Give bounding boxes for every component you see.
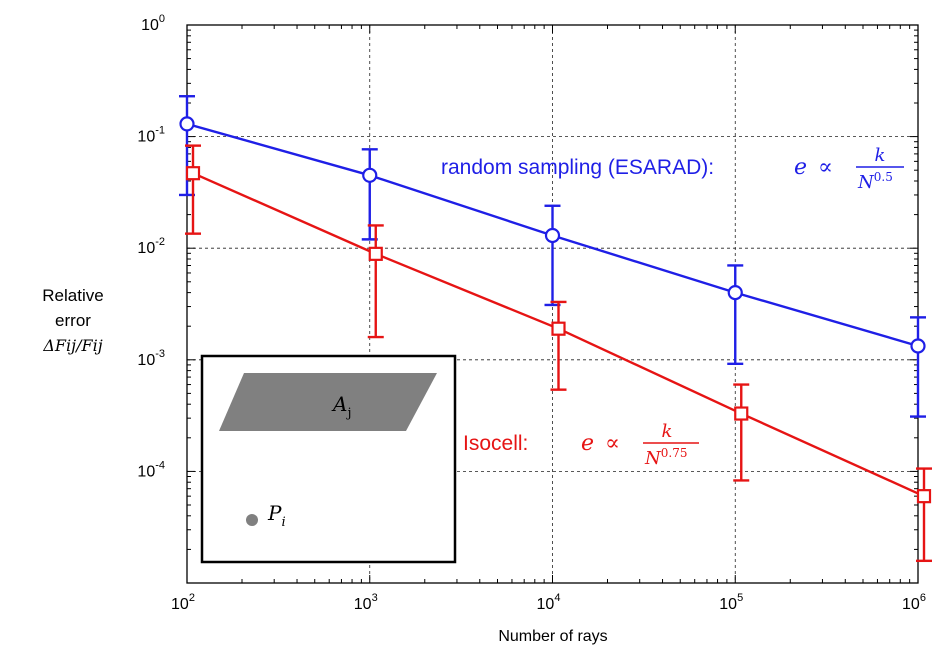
random-formula-numerator: k	[875, 145, 886, 166]
axes: 102 103 104 105 106 100 10-1 10-2 10-3 10-4	[137, 13, 926, 613]
y-axis-label-line3: ΔFij/Fij	[43, 336, 103, 355]
series-isocell	[185, 144, 932, 563]
x-tick-label: 103	[354, 592, 378, 613]
isocell-formula-propto: ∝	[605, 431, 620, 456]
isocell-formula-text: Isocell:	[463, 432, 528, 455]
x-axis-label: Number of rays	[498, 628, 607, 645]
series-layer	[179, 95, 932, 563]
random-formula: random sampling (ESARAD): e ∝ k N0.5	[441, 145, 904, 193]
isocell-formula-e: e	[581, 431, 594, 456]
data-point	[916, 489, 932, 504]
data-point	[551, 321, 566, 336]
y-tick-label: 10-4	[137, 459, 165, 480]
y-axis-label-line2: error	[55, 311, 91, 330]
y-axis-label-line1: Relative	[42, 286, 104, 305]
x-tick-label: 102	[171, 592, 195, 613]
data-point	[734, 406, 749, 421]
isocell-formula: Isocell: e ∝ k N0.75	[463, 421, 699, 469]
y-tick-label: 100	[141, 13, 165, 34]
data-point	[368, 246, 383, 261]
random-formula-text: random sampling (ESARAD):	[441, 156, 714, 179]
random-formula-propto: ∝	[818, 155, 833, 180]
y-axis-label: Relative error ΔFij/Fij	[18, 283, 128, 358]
isocell-formula-denominator: N0.75	[644, 446, 687, 469]
x-tick-label: 105	[719, 592, 743, 613]
data-point	[910, 338, 926, 354]
y-tick-label: 10-2	[137, 236, 165, 257]
point-marker	[246, 514, 258, 526]
annotations: random sampling (ESARAD): e ∝ k N0.5 Isocell…	[441, 145, 904, 469]
random-formula-denominator: N0.5	[857, 170, 893, 193]
isocell-formula-numerator: k	[662, 421, 673, 442]
x-tick-label: 104	[537, 592, 561, 613]
inset-diagram: Aj Pi	[200, 354, 457, 564]
y-tick-label: 10-1	[137, 125, 165, 146]
point-label: Pi	[267, 501, 286, 530]
surface-label: Aj	[331, 392, 351, 421]
series-random	[179, 95, 926, 418]
data-point	[179, 116, 195, 132]
data-point	[185, 166, 201, 181]
random-formula-e: e	[794, 155, 807, 180]
y-tick-label: 10-3	[137, 348, 165, 369]
surface-shape	[219, 373, 437, 431]
data-point	[362, 167, 378, 183]
x-tick-label: 106	[902, 592, 926, 613]
data-point	[727, 285, 743, 301]
data-point	[544, 227, 561, 244]
